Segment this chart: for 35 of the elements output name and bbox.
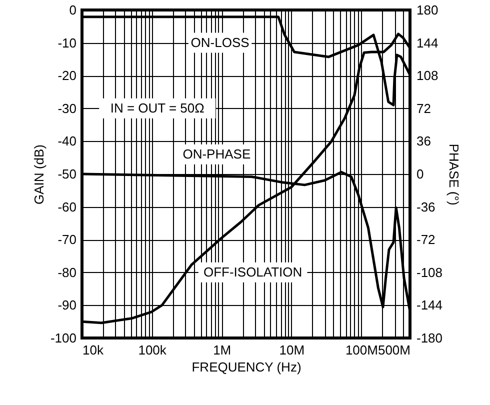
y2-tick-label: 144 bbox=[416, 35, 438, 50]
y-tick-label: -60 bbox=[58, 199, 76, 214]
y2-tick-label: 108 bbox=[416, 68, 438, 84]
x-tick-label: 1M bbox=[213, 342, 232, 358]
y-tick-label: -30 bbox=[58, 100, 76, 116]
y2-tick-label: -180 bbox=[416, 330, 443, 346]
y2-tick-label: -36 bbox=[416, 199, 436, 214]
y-tick-label: -20 bbox=[58, 68, 76, 84]
y2-tick-label: 0 bbox=[416, 166, 424, 182]
y-tick-label: -70 bbox=[58, 232, 76, 248]
y-tick-label: -10 bbox=[58, 35, 76, 50]
series-label: OFF-ISOLATION bbox=[203, 264, 302, 280]
x-tick-label: 10k bbox=[82, 342, 104, 358]
x-tick-label: 100k bbox=[138, 342, 167, 358]
series-label: ON-PHASE bbox=[182, 146, 251, 162]
annotation: IN = OUT = 50Ω bbox=[110, 100, 205, 116]
y-tick-label: -100 bbox=[50, 330, 76, 346]
y-tick-label: -40 bbox=[58, 134, 76, 149]
x-tick-label: 10M bbox=[279, 342, 305, 358]
y-tick-label: -50 bbox=[58, 166, 76, 182]
y2-tick-label: -144 bbox=[416, 298, 443, 313]
y2-tick-label: -72 bbox=[416, 232, 436, 248]
y-tick-label: -80 bbox=[58, 264, 76, 280]
x-axis-title: FREQUENCY (Hz) bbox=[192, 360, 302, 374]
y-tick-label: 0 bbox=[69, 2, 76, 18]
y-tick-label: -90 bbox=[58, 298, 76, 313]
y2-tick-label: -108 bbox=[416, 264, 443, 280]
series-label: ON-LOSS bbox=[190, 34, 250, 50]
y2-axis-title: PHASE (°) bbox=[446, 144, 462, 206]
x-tick-label: 100M bbox=[345, 342, 378, 358]
x-tick-label: 500M bbox=[378, 342, 410, 358]
y2-tick-label: 180 bbox=[416, 2, 438, 18]
y2-tick-label: 36 bbox=[416, 134, 431, 149]
y-axis-title: GAIN (dB) bbox=[31, 144, 46, 204]
y2-tick-label: 72 bbox=[416, 100, 431, 116]
